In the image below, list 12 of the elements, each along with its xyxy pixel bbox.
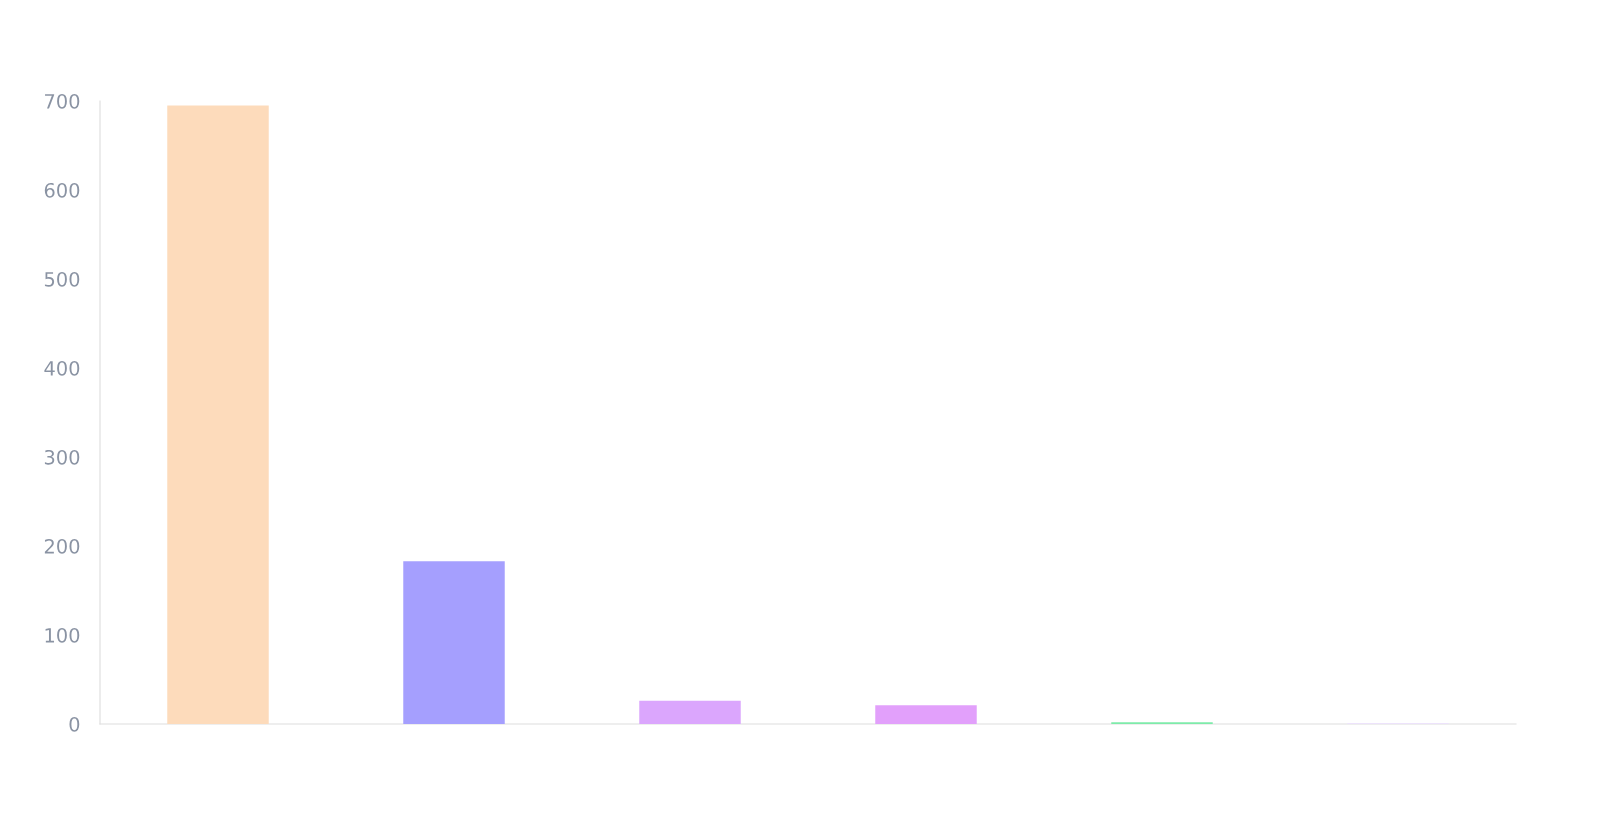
y-tick-label: 300 [44, 449, 80, 465]
y-tick-label: 200 [44, 538, 80, 554]
y-tick-label: 500 [44, 271, 80, 287]
bar [403, 561, 505, 724]
bar [167, 105, 269, 724]
y-tick-label: 0 [69, 716, 80, 732]
y-tick-label: 700 [45, 93, 80, 109]
bar [639, 700, 741, 724]
y-tick-label: 600 [44, 182, 80, 198]
y-tick-label: 100 [45, 627, 80, 643]
y-tick-label: 400 [44, 360, 80, 376]
bar [875, 705, 977, 724]
